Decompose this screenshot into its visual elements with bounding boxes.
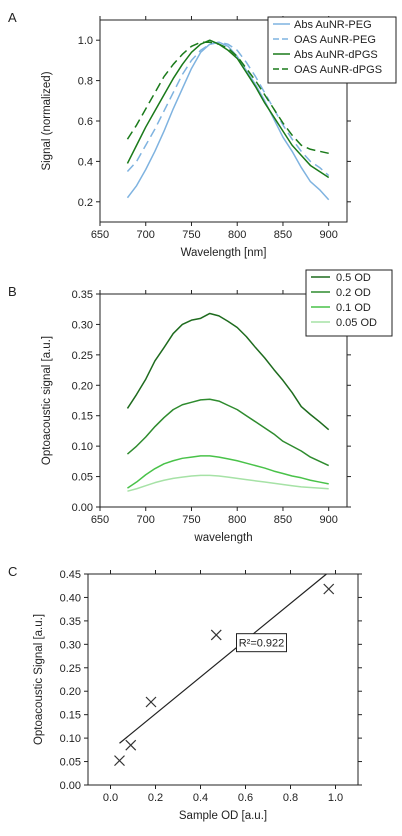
legend: 0.5 OD 0.2 OD 0.1 OD 0.05 OD xyxy=(305,269,393,337)
series-line-1 xyxy=(126,312,330,431)
x-tick-label: 900 xyxy=(320,514,338,526)
legend-box xyxy=(267,16,397,84)
y-tick-label: 0.20 xyxy=(60,686,81,698)
series-line-3 xyxy=(126,39,330,179)
plot-frame xyxy=(99,293,348,508)
y-tick-label: 0.00 xyxy=(72,502,93,514)
y-tick-label: 0.25 xyxy=(72,350,93,362)
y-tick-label: 0.15 xyxy=(60,710,81,722)
x-tick-label: 800 xyxy=(228,229,246,241)
y-tick-label: 0.40 xyxy=(60,592,81,604)
y-tick-label: 0.45 xyxy=(60,569,81,581)
x-axis-title: wavelength xyxy=(193,532,252,544)
series-line-2 xyxy=(126,41,330,177)
fit-line xyxy=(119,573,327,744)
legend-label: Abs AuNR-dPGS xyxy=(294,49,378,61)
x-tick-label: 0.4 xyxy=(193,792,208,804)
y-tick-label: 0.4 xyxy=(78,156,93,168)
y-tick-label: 0.25 xyxy=(60,663,81,675)
x-tick-label: 900 xyxy=(320,229,338,241)
legend-label: 0.05 OD xyxy=(336,317,377,329)
plot-frame xyxy=(87,573,359,786)
legend-label: OAS AuNR-dPGS xyxy=(294,64,382,76)
x-tick-label: 0.2 xyxy=(148,792,163,804)
y-tick-label: 0.05 xyxy=(72,472,93,484)
legend-label: OAS AuNR-PEG xyxy=(294,34,376,46)
legend: Abs AuNR-PEG OAS AuNR-PEG Abs AuNR-dPGS OAS… xyxy=(267,16,397,84)
x-tick-label: 650 xyxy=(91,229,109,241)
y-tick-label: 0.35 xyxy=(72,289,93,301)
x-tick-label: 700 xyxy=(137,229,155,241)
data-point xyxy=(114,755,125,767)
x-tick-label: 0.0 xyxy=(103,792,118,804)
panel-letter: B xyxy=(8,284,17,299)
y-tick-label: 0.2 xyxy=(78,197,93,209)
y-tick-label: 1.0 xyxy=(78,35,93,47)
data-point xyxy=(125,739,137,751)
y-tick-label: 0.30 xyxy=(72,319,93,331)
data-point xyxy=(323,583,335,595)
x-tick-label: 750 xyxy=(182,229,200,241)
x-tick-label: 650 xyxy=(91,514,109,526)
x-tick-label: 0.6 xyxy=(238,792,253,804)
x-tick-label: 0.8 xyxy=(283,792,298,804)
y-tick-label: 0.8 xyxy=(78,76,93,88)
series-line-2 xyxy=(126,398,330,467)
r-squared-annotation: R²=0.922 xyxy=(236,633,287,653)
y-tick-label: 0.05 xyxy=(60,757,81,769)
y-tick-label: 0.20 xyxy=(72,380,93,392)
x-axis-title: Sample OD [a.u.] xyxy=(179,810,267,822)
y-tick-label: 0.30 xyxy=(60,639,81,651)
legend-box xyxy=(305,269,393,337)
annotation-box xyxy=(236,633,287,653)
x-tick-label: 850 xyxy=(274,229,292,241)
data-point xyxy=(210,629,222,641)
series-line-1 xyxy=(126,41,330,201)
y-tick-label: 0.15 xyxy=(72,411,93,423)
series-line-3 xyxy=(127,455,329,489)
y-tick-label: 0.35 xyxy=(60,616,81,628)
x-tick-label: 750 xyxy=(182,514,200,526)
legend-label: 0.5 OD xyxy=(336,272,371,284)
legend-label: 0.1 OD xyxy=(336,302,371,314)
y-tick-label: 0.10 xyxy=(72,441,93,453)
y-axis-title: Optoacoustic Signal [a.u.] xyxy=(33,614,45,745)
legend-label: 0.2 OD xyxy=(336,287,371,299)
y-tick-label: 0.00 xyxy=(60,780,81,792)
y-tick-label: 0.6 xyxy=(78,116,93,128)
legend-label: Abs AuNR-PEG xyxy=(294,19,372,31)
y-axis-title: Optoacoustic signal [a.u.] xyxy=(41,336,53,465)
x-tick-label: 700 xyxy=(137,514,155,526)
x-tick-label: 1.0 xyxy=(328,792,343,804)
panel-0-axes: 650 700 750 800 850 900 0.2 0.4 0.6 0.8 1.0 Wavelen… xyxy=(8,10,351,259)
annotation-text: R²=0.922 xyxy=(239,638,285,650)
panel-letter: A xyxy=(8,10,17,25)
panel-1-axes: 650 700 750 800 850 900 0.00 0.05 0.10 0.15 0.20 0.… xyxy=(8,284,351,544)
y-tick-label: 0.10 xyxy=(60,733,81,745)
panel-letter: C xyxy=(8,564,17,579)
x-axis-title: Wavelength [nm] xyxy=(181,247,267,259)
y-axis-title: Signal (normalized) xyxy=(41,71,53,170)
x-tick-label: 800 xyxy=(228,514,246,526)
series-line-4 xyxy=(127,474,329,492)
x-tick-label: 850 xyxy=(274,514,292,526)
panel-2-axes: 0.0 0.2 0.4 0.6 0.8 1.0 0.00 0.05 0.10 0.15 0.20 0.… xyxy=(8,564,362,822)
data-point xyxy=(145,696,157,708)
